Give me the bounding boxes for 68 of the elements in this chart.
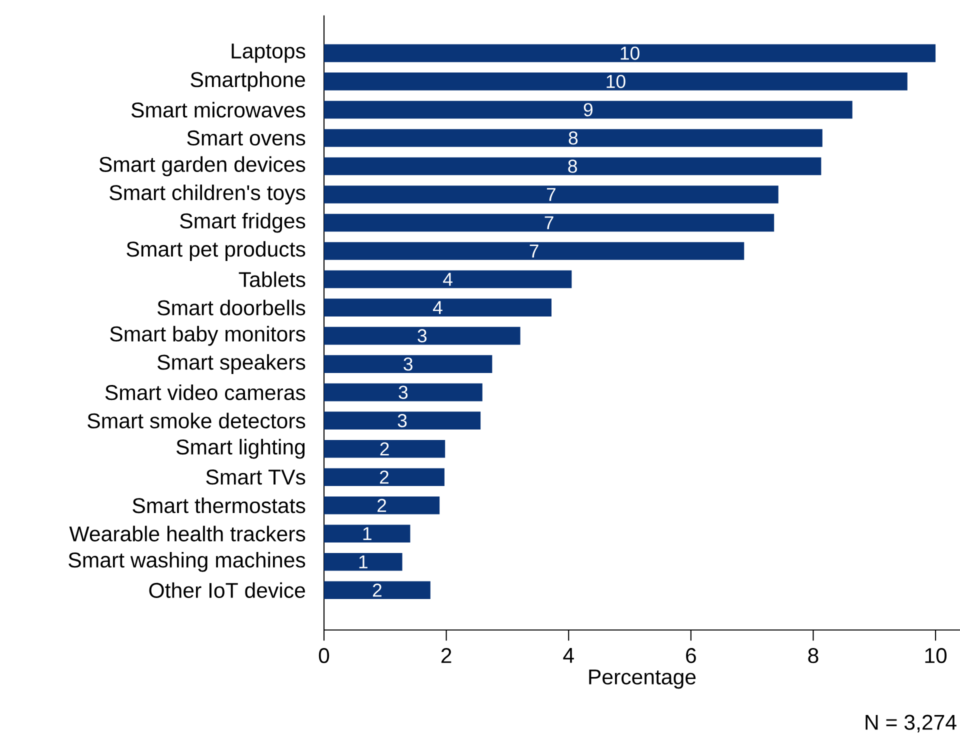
data-label: 1 [359, 555, 368, 568]
data-label: 7 [530, 244, 538, 258]
y-tick-label: Smart smoke detectors [88, 412, 306, 428]
data-label: 8 [568, 131, 578, 145]
bar [324, 157, 822, 176]
data-label: 7 [546, 188, 556, 201]
y-tick-label: Smart baby monitors [110, 326, 306, 346]
bar [324, 355, 492, 373]
x-tick-label: 2 [441, 648, 452, 663]
bar [324, 581, 430, 600]
y-tick-label: Smart microwaves [131, 102, 306, 118]
text: N = 3,274 [866, 714, 956, 732]
data-label: 1 [363, 527, 372, 540]
y-tick-label: Smart TVs [206, 470, 306, 485]
y-tick-label: Tablets [238, 271, 306, 288]
y-tick-label: Smart pet products [126, 241, 306, 261]
y-tick-label: Smartphone [190, 72, 305, 92]
y-tick-label: Smart thermostats [132, 498, 306, 514]
y-tick-label: Other IoT device [149, 582, 305, 598]
bar [324, 214, 774, 232]
data-label: 2 [380, 470, 388, 484]
bar [324, 186, 778, 204]
bar [324, 298, 552, 316]
bar [324, 270, 572, 288]
y-tick-label: Smart washing machines [68, 552, 306, 572]
y-tick-label: Smart children's toys [110, 184, 306, 204]
bar [324, 100, 852, 119]
x-tick-label: 4 [563, 648, 574, 663]
y-tick-label: Smart lighting [176, 438, 305, 459]
data-label: 3 [398, 386, 408, 399]
y-tick-label: Smart video cameras [105, 384, 306, 400]
x-tick-label: 10 [925, 648, 947, 664]
bar [324, 412, 481, 430]
data-label: 3 [418, 329, 427, 342]
x-tick-label: 6 [686, 648, 696, 664]
y-tick-label: Smart garden devices [99, 156, 306, 176]
data-label: 10 [620, 46, 640, 60]
bar [324, 72, 908, 90]
bar [324, 242, 744, 260]
y-tick-label: Smart doorbells [158, 300, 306, 316]
data-label: 3 [398, 414, 407, 428]
data-label: 7 [544, 216, 554, 230]
bar [324, 383, 482, 402]
y-tick-label: Wearable health trackers [69, 526, 306, 542]
bar [324, 552, 402, 571]
data-label: 8 [568, 160, 577, 173]
x-axis-title: Percentage [589, 670, 696, 689]
y-tick-label: Smart speakers [158, 354, 306, 374]
data-label: 3 [404, 357, 412, 371]
y-tick-label: Smart fridges [180, 212, 306, 233]
bar [324, 468, 444, 486]
data-label: 10 [606, 74, 626, 88]
bar [324, 440, 446, 458]
data-label: 9 [584, 103, 592, 116]
y-tick-label: Smart ovens [187, 130, 306, 146]
bar [324, 129, 822, 147]
data-label: 2 [372, 584, 382, 597]
data-label: 2 [378, 498, 386, 512]
data-label: 4 [443, 272, 452, 286]
y-tick-label: Laptops [232, 44, 306, 63]
x-tick-label: 0 [318, 648, 330, 664]
bar [324, 524, 410, 543]
bar [324, 44, 936, 62]
x-tick-label: 8 [808, 648, 818, 664]
bar [324, 496, 440, 514]
bar [324, 326, 520, 345]
data-label: 4 [432, 301, 442, 314]
data-label: 2 [380, 442, 389, 456]
